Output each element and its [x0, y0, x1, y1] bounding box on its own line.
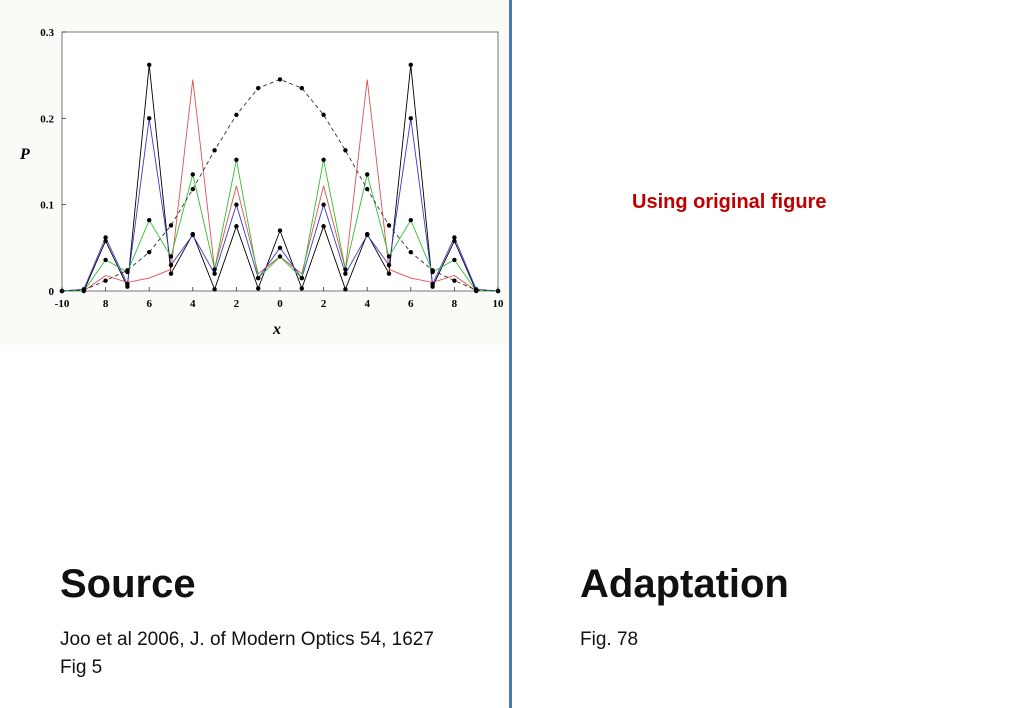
- x-tick-label: 8: [103, 298, 109, 310]
- data-point: [386, 254, 392, 259]
- data-point: [212, 287, 217, 292]
- data-point: [430, 281, 435, 287]
- data-point: [103, 238, 108, 244]
- column-divider: [509, 0, 512, 708]
- data-point: [81, 287, 87, 293]
- data-point: [386, 262, 392, 268]
- data-point: [234, 224, 239, 229]
- x-tick-label: 8: [452, 298, 458, 310]
- data-point: [474, 287, 479, 293]
- tick-layer: -10 8 6 4 2 0 2 4 6 8 10 0 0.1 0.2 0.3: [40, 27, 504, 310]
- probability-distribution-chart: -10 8 6 4 2 0 2 4 6 8 10 0 0.1 0.2 0.3 P x: [0, 0, 510, 345]
- data-point: [408, 116, 413, 121]
- data-point: [234, 157, 239, 162]
- data-point: [125, 268, 130, 273]
- data-point: [277, 77, 283, 82]
- data-point: [452, 238, 457, 244]
- x-tick-label: -10: [55, 298, 70, 310]
- data-point: [452, 278, 457, 283]
- data-point: [365, 232, 370, 238]
- data-point: [234, 202, 239, 207]
- data-point: [168, 271, 174, 276]
- x-tick-label: 2: [321, 298, 327, 310]
- data-point: [386, 271, 392, 276]
- data-point: [408, 249, 413, 255]
- plot-frame: [61, 31, 499, 292]
- y-tick-label: 0.3: [40, 27, 54, 39]
- data-point: [277, 245, 283, 251]
- data-point: [168, 223, 174, 228]
- y-tick-label: 0.2: [40, 113, 54, 125]
- data-point: [147, 116, 152, 121]
- data-point: [343, 287, 348, 292]
- data-point: [103, 235, 108, 240]
- x-tick-label: 6: [146, 298, 152, 310]
- data-point: [125, 281, 130, 287]
- data-point: [299, 286, 304, 291]
- series-layer: [59, 62, 501, 294]
- data-point: [321, 224, 326, 229]
- data-point: [408, 218, 413, 223]
- data-point: [365, 172, 370, 177]
- data-point: [343, 271, 348, 276]
- source-heading: Source: [60, 562, 196, 606]
- data-point: [365, 186, 370, 192]
- data-point: [147, 249, 152, 255]
- x-tick-label: 2: [234, 298, 240, 310]
- data-point: [299, 275, 304, 281]
- data-point: [408, 62, 413, 68]
- y-tick-label: 0.1: [40, 200, 54, 212]
- adaptation-heading: Adaptation: [580, 562, 789, 606]
- source-citation: Joo et al 2006, J. of Modern Optics 54, …: [60, 629, 434, 650]
- data-point: [168, 254, 174, 259]
- adaptation-figure-number: Fig. 78: [580, 629, 639, 650]
- data-point: [452, 235, 457, 240]
- x-tick-label: 10: [493, 298, 505, 310]
- y-axis-label: P: [19, 146, 30, 163]
- data-point: [147, 62, 152, 68]
- data-point: [256, 275, 261, 281]
- data-point: [103, 278, 108, 283]
- y-tick-label: 0: [49, 286, 55, 298]
- x-tick-label: 4: [190, 298, 196, 310]
- data-point: [321, 157, 326, 162]
- data-point: [256, 85, 261, 91]
- data-point: [212, 148, 217, 153]
- data-point: [190, 186, 195, 192]
- x-tick-label: 4: [364, 298, 370, 310]
- data-point: [299, 85, 304, 91]
- data-point: [430, 268, 435, 273]
- source-figure-number: Fig 5: [60, 657, 103, 678]
- x-tick-label: 6: [408, 298, 414, 310]
- data-point: [103, 257, 108, 263]
- data-point: [212, 267, 217, 272]
- data-point: [343, 267, 348, 272]
- data-point: [190, 232, 195, 238]
- data-point: [321, 112, 326, 118]
- data-point: [452, 257, 457, 263]
- data-point: [190, 172, 195, 177]
- adaptation-note: Using original figure: [632, 191, 827, 213]
- data-point: [386, 223, 392, 228]
- data-point: [147, 218, 152, 223]
- x-tick-label: 0: [277, 298, 283, 310]
- data-point: [234, 112, 239, 118]
- data-point: [168, 262, 174, 268]
- data-point: [212, 271, 217, 276]
- source-figure: -10 8 6 4 2 0 2 4 6 8 10 0 0.1 0.2 0.3 P x: [0, 0, 510, 345]
- data-point: [343, 148, 348, 153]
- data-point: [256, 286, 261, 291]
- data-point: [321, 202, 326, 207]
- data-point: [277, 254, 283, 259]
- data-point: [277, 228, 283, 233]
- x-axis-label: x: [272, 321, 281, 338]
